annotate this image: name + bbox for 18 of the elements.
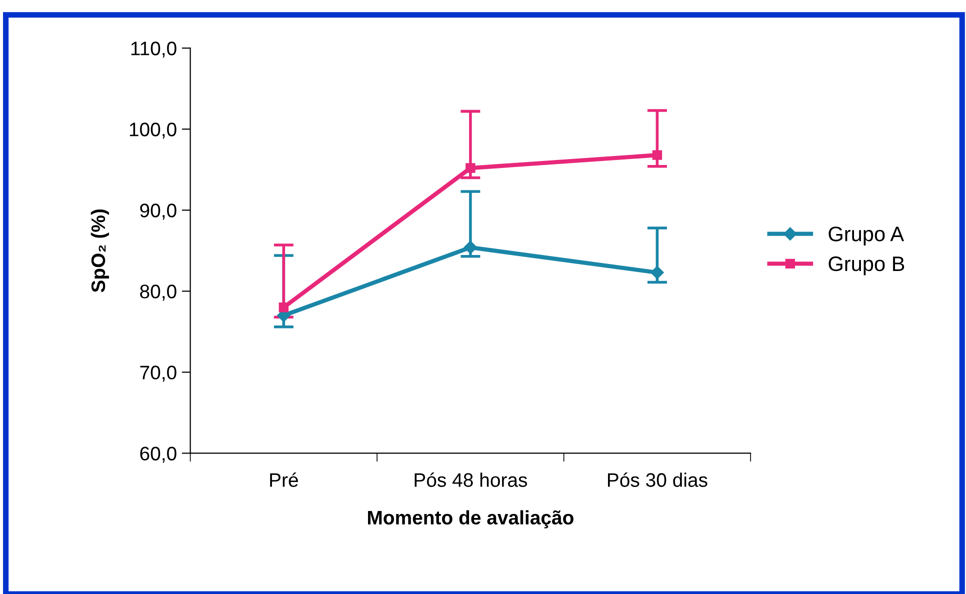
legend-label: Grupo B [828, 256, 904, 276]
point [650, 266, 664, 280]
point [466, 163, 476, 173]
y-tick-label: 60,0 [140, 446, 176, 463]
y-tick-label: 100,0 [130, 122, 176, 139]
y-axis-title: SpO₂ (%) [90, 210, 110, 292]
x-tick-label: Pós 30 dias [608, 472, 708, 487]
y-tick-label: 70,0 [140, 366, 176, 382]
point [652, 150, 662, 160]
x-tick-label: Pós 48 horas [414, 472, 528, 487]
y-tick-label: 80,0 [140, 284, 176, 301]
x-tick-label: Pré [270, 472, 298, 487]
y-tick-label: 110,0 [131, 42, 176, 58]
y-tick-label: 90,0 [140, 204, 176, 220]
point [464, 240, 478, 254]
point [278, 302, 289, 312]
legend-label: Grupo A [828, 226, 904, 246]
x-axis-title: Momento de avaliação [368, 510, 574, 528]
